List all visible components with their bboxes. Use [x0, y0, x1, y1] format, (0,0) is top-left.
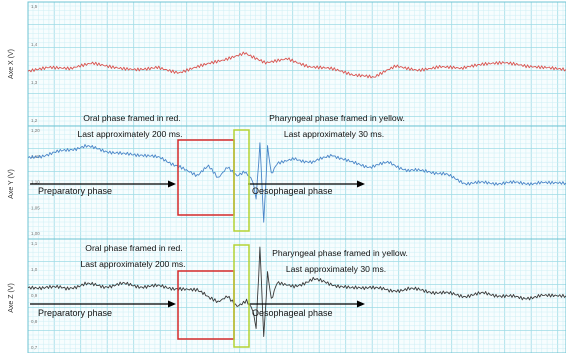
- panel-y-pharyngeal-annotation-line2: Last approximately 30 ms.: [284, 129, 384, 139]
- panel-x-y-tick-label: 1,5: [31, 4, 38, 9]
- panel-z-oesophageal-label: Oesophageal phase: [252, 308, 333, 318]
- panel-z-pharyngeal-annotation-line2: Last approximately 30 ms.: [286, 264, 386, 274]
- panel-x-y-tick-label: 1,2: [31, 118, 38, 123]
- panel-y-preparatory-arrowhead: [168, 180, 176, 188]
- panel-y-oral-annotation-line2: Last approximately 200 ms.: [77, 129, 182, 139]
- panel-z-preparatory-label: Preparatory phase: [38, 308, 112, 318]
- panel-x-grid: [28, 2, 566, 126]
- panel-x-y-tick-label: 1,3: [31, 80, 38, 85]
- panel-y-pharyngeal-annotation-line1: Pharyngeal phase framed in yellow.: [269, 113, 405, 123]
- panel-z-border: [27, 238, 566, 353]
- panel-y-oral-annotation-line1: Oral phase framed in red.: [83, 113, 180, 123]
- panel-y-y-tick-label: 1,00: [31, 231, 40, 236]
- panel-z-trace: [27, 246, 566, 337]
- panel-z-y-tick-label: 0,8: [31, 319, 38, 324]
- panel-z-preparatory-arrowhead: [168, 300, 176, 308]
- panel-y-y-tick-label: 1,20: [31, 128, 40, 133]
- panel-z-y-ticks: 1,1 1,0 0,9 0,8 0,7: [31, 241, 38, 350]
- panel-y-oesophageal-arrowhead: [357, 180, 365, 188]
- panel-y-grid: [28, 126, 566, 239]
- panel-y-y-axis-label: Axe Y (V): [8, 169, 15, 199]
- panel-x-y-axis-label: Axe X (V): [8, 49, 15, 79]
- panel-axe-x: 1,5 1,4 1,3 1,2 Axe X (V): [8, 1, 566, 127]
- panel-z-y-tick-label: 0,7: [31, 345, 38, 350]
- panel-axe-z: 1,1 1,0 0,9 0,8 0,7 Axe Z (V) Oral phase fra…: [8, 238, 566, 353]
- panel-y-oesophageal-label: Oesophageal phase: [252, 186, 333, 196]
- panel-y-preparatory-label: Preparatory phase: [38, 186, 112, 196]
- panel-z-y-tick-label: 0,9: [31, 293, 38, 298]
- panel-y-trace: [27, 142, 566, 223]
- panel-z-y-axis-label: Axe Z (V): [8, 283, 15, 313]
- panel-z-oral-annotation-line2: Last approximately 200 ms.: [80, 259, 185, 269]
- panel-x-trace: [27, 51, 566, 79]
- panel-z-grid: [28, 239, 566, 353]
- panel-z-y-tick-label: 1,0: [31, 267, 38, 272]
- panel-y-pharyngeal-phase-box: [233, 129, 250, 232]
- panel-z-oesophageal-arrowhead: [357, 300, 365, 308]
- panel-z-y-tick-label: 1,1: [31, 241, 38, 246]
- panel-axe-y: 1,201,151,101,051,00 Axe Y (V) Oral phas…: [8, 113, 566, 240]
- panel-z-pharyngeal-phase-box: [233, 244, 250, 348]
- panel-y-y-tick-label: 1,10: [31, 180, 40, 185]
- panel-z-oral-annotation-line1: Oral phase framed in red.: [85, 243, 182, 253]
- panel-x-y-tick-label: 1,4: [31, 42, 38, 47]
- panel-y-y-tick-label: 1,05: [31, 205, 40, 210]
- panel-z-pharyngeal-annotation-line1: Pharyngeal phase framed in yellow.: [272, 248, 408, 258]
- panel-x-y-ticks: 1,5 1,4 1,3 1,2: [31, 4, 38, 123]
